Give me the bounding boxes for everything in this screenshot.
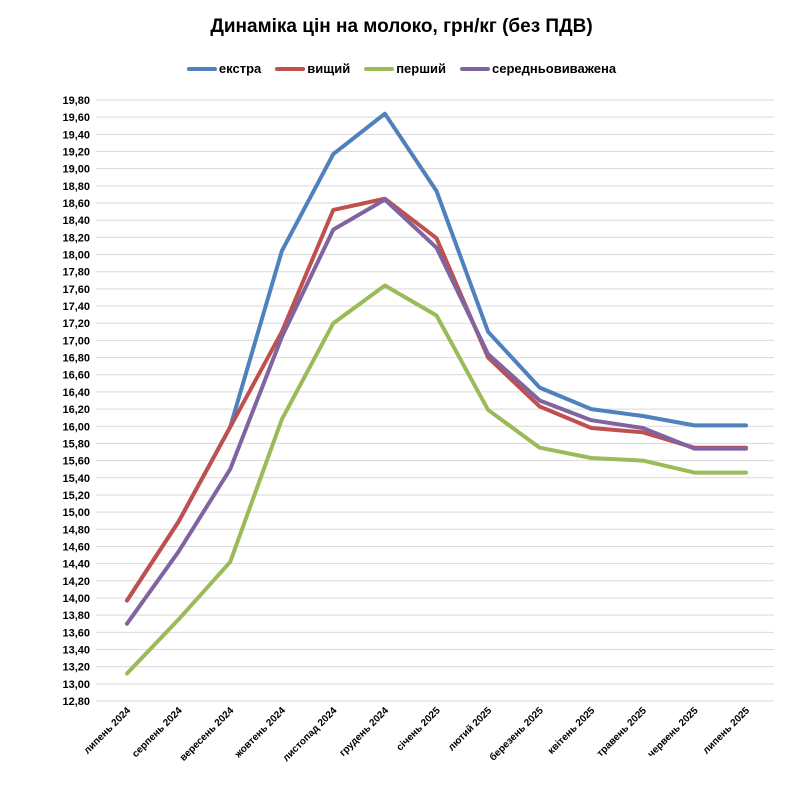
legend: екстра вищий перший середньовиважена [0,61,803,76]
series-lines [125,111,748,676]
y-tick-label: 12,80 [62,696,90,708]
x-tick-label: липень 2025 [701,705,752,756]
legend-item-extra: екстра [186,61,262,76]
y-tick-label: 15,20 [62,490,90,502]
x-tick-label: серпень 2024 [130,705,185,760]
legend-label-extra: екстра [218,61,262,76]
series-line-3 [125,197,748,626]
x-tick-label: лютий 2025 [446,705,494,753]
legend-item-first: перший [364,61,446,76]
y-tick-label: 16,40 [62,387,90,399]
x-tick-label: травень 2025 [595,705,649,759]
legend-swatch-extra [186,66,217,71]
x-tick-label: листопад 2024 [281,705,340,764]
legend-item-weighted: середньовиважена [460,61,616,76]
legend-label-first: перший [396,61,447,76]
y-tick-label: 13,80 [62,610,90,622]
y-tick-label: 15,40 [62,473,90,485]
x-tick-label: липень 2024 [82,705,133,756]
y-tick-label: 15,80 [62,438,90,450]
y-tick-label: 16,20 [62,404,90,416]
series-line-2 [125,283,748,676]
y-tick-label: 13,00 [62,679,90,691]
y-tick-label: 18,80 [62,181,90,193]
x-tick-label: вересень 2024 [178,705,237,764]
y-tick-label: 16,60 [62,370,90,382]
series-line-1 [125,196,748,603]
legend-label-highest: вищий [307,61,351,76]
y-tick-label: 14,40 [62,559,90,571]
legend-item-highest: вищий [275,61,350,76]
legend-swatch-highest [275,66,306,71]
x-tick-label: жовтень 2024 [232,705,288,761]
x-tick-label: грудень 2024 [338,705,392,759]
y-tick-label: 17,80 [62,267,90,279]
y-tick-label: 19,40 [62,129,90,141]
y-tick-label: 18,60 [62,198,90,210]
y-tick-label: 19,00 [62,164,90,176]
x-tick-label: березень 2025 [487,704,546,763]
y-tick-label: 14,80 [62,524,90,536]
y-tick-label: 19,20 [62,147,90,159]
chart-title: Динаміка цін на молоко, грн/кг (без ПДВ) [210,16,593,37]
y-tick-label: 17,60 [62,284,90,296]
y-tick-label: 19,80 [62,95,90,107]
y-tick-label: 19,60 [62,112,90,124]
y-tick-label: 13,20 [62,662,90,674]
x-tick-label: січень 2025 [395,705,443,753]
y-tick-label: 14,60 [62,541,90,553]
y-tick-label: 14,00 [62,593,90,605]
y-tick-label: 18,20 [62,232,90,244]
y-tick-label: 16,00 [62,421,90,433]
y-tick-label: 17,20 [62,318,90,330]
y-tick-label: 13,40 [62,644,90,656]
y-tick-label: 15,00 [62,507,90,519]
y-axis-ticks: 12,80 13,00 13,20 13,40 13,60 13,80 14,00 14,20… [62,95,90,708]
y-tick-label: 13,60 [62,627,90,639]
gridlines [96,99,774,702]
y-tick-label: 17,00 [62,335,90,347]
x-tick-label: квітень 2025 [546,705,598,757]
y-tick-label: 18,00 [62,250,90,262]
legend-swatch-first [364,66,395,71]
legend-label-weighted: середньовиважена [492,61,617,76]
y-tick-label: 15,60 [62,456,90,468]
y-tick-label: 14,20 [62,576,90,588]
legend-swatch-weighted [460,66,491,71]
y-tick-label: 16,80 [62,353,90,365]
y-tick-label: 18,40 [62,215,90,227]
y-tick-label: 17,40 [62,301,90,313]
x-tick-label: червень 2025 [646,705,701,760]
